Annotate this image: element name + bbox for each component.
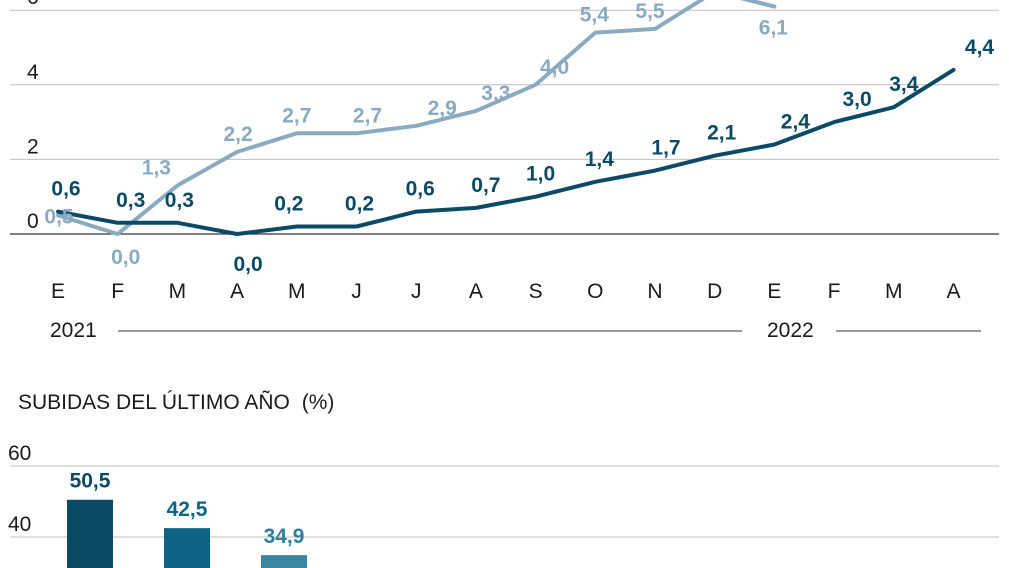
bar — [261, 555, 307, 568]
bar-data-label: 42,5 — [167, 498, 208, 521]
bar-chart-gridlines — [10, 465, 999, 538]
line-data-label-dark: 0,2 — [345, 193, 374, 216]
line-chart-x-tick-label: M — [288, 280, 306, 303]
bar-chart-data-labels: 50,5 42,5 34,9 — [70, 470, 305, 548]
line-chart-x-tick-label: F — [828, 280, 841, 303]
bar-chart: 40 60 50,5 42,5 34,9 — [8, 442, 999, 568]
line-data-label-light: 2,7 — [282, 104, 311, 127]
line-chart-x-tick-label: M — [169, 280, 187, 303]
line-data-label-dark: 1,0 — [526, 163, 555, 186]
bar-data-label: 34,9 — [264, 525, 305, 548]
line-data-label-light: 0,5 — [44, 205, 74, 228]
line-series-dark — [56, 67, 956, 236]
line-chart-y-tick-label: 4 — [27, 61, 39, 84]
line-chart-x-tick-label: E — [767, 280, 781, 303]
year-label-2022: 2022 — [767, 319, 814, 342]
line-chart-x-tick-label: M — [885, 280, 903, 303]
line-chart-year-axis: 2021 2022 — [50, 319, 981, 342]
line-data-label-dark: 0,3 — [165, 189, 194, 212]
line-data-label-dark: 0,2 — [274, 193, 303, 216]
bar-chart-title-text: SUBIDAS DEL ÚLTIMO AÑO — [18, 390, 290, 414]
line-chart-series — [56, 0, 956, 236]
line-chart-gridlines — [10, 9, 999, 235]
year-label-2021: 2021 — [50, 319, 97, 342]
line-data-label-dark: 3,0 — [842, 88, 871, 111]
line-data-label-dark: 2,4 — [781, 110, 811, 133]
line-chart-x-tick-label: N — [647, 280, 662, 303]
line-data-label-light: 4,0 — [540, 56, 569, 79]
line-chart: 0 2 4 6 0,6 0,3 0,3 0,0 0,2 0,2 0,6 0,7 1,0 1,4 1,7 2,… — [10, 0, 999, 342]
bar-chart-title-unit: (%) — [302, 391, 335, 414]
line-data-label-dark: 0,0 — [233, 253, 262, 276]
line-data-label-light: 6,1 — [759, 16, 789, 39]
line-chart-x-tick-label: J — [351, 280, 362, 303]
line-data-label-dark: 0,6 — [51, 178, 80, 201]
line-chart-x-tick-label: A — [946, 280, 960, 303]
line-data-label-light: 3,3 — [481, 82, 510, 105]
line-data-label-dark: 1,4 — [585, 148, 615, 171]
line-data-label-dark: 0,3 — [116, 189, 145, 212]
line-chart-x-tick-label: J — [411, 280, 422, 303]
bar-data-label: 50,5 — [70, 470, 111, 493]
line-chart-x-tick-label: E — [51, 280, 65, 303]
line-data-label-dark: 0,7 — [471, 174, 500, 197]
line-data-label-dark: 0,6 — [406, 178, 435, 201]
bar-chart-title: SUBIDAS DEL ÚLTIMO AÑO (%) — [18, 390, 334, 414]
line-data-label-light: 5,4 — [580, 4, 610, 27]
line-data-label-light: 2,2 — [223, 123, 252, 146]
line-data-label-light: 5,5 — [635, 0, 665, 23]
line-data-label-dark: 1,7 — [651, 137, 680, 160]
line-data-label-light: 2,9 — [428, 97, 457, 120]
line-data-label-dark: 3,4 — [889, 73, 919, 96]
bar-chart-y-tick-label: 40 — [8, 513, 31, 536]
line-chart-x-tick-label: D — [707, 280, 722, 303]
line-data-label-dark: 4,4 — [965, 36, 995, 59]
line-chart-x-tick-label: O — [587, 280, 603, 303]
bar-chart-y-ticks: 40 60 — [8, 442, 31, 536]
line-chart-data-labels: 0,6 0,3 0,3 0,0 0,2 0,2 0,6 0,7 1,0 1,4 1,7 2,1 2,4 3… — [44, 0, 994, 276]
line-chart-x-tick-label: S — [529, 280, 543, 303]
line-chart-y-tick-label: 0 — [27, 210, 39, 233]
line-data-label-dark: 2,1 — [707, 122, 737, 145]
line-series-light — [56, 0, 777, 236]
line-chart-x-tick-label: F — [111, 280, 124, 303]
bar — [67, 499, 113, 568]
line-data-label-light: 0,0 — [111, 246, 140, 269]
line-data-label-light: 1,3 — [142, 157, 171, 180]
line-chart-y-tick-label: 2 — [27, 135, 39, 158]
line-data-label-light: 2,7 — [353, 104, 382, 127]
bar — [164, 528, 210, 568]
line-chart-y-tick-label: 6 — [27, 0, 39, 9]
line-chart-y-ticks: 0 2 4 6 — [27, 0, 39, 233]
bar-chart-y-tick-label: 60 — [8, 442, 31, 465]
bar-chart-bars — [67, 499, 307, 568]
line-chart-x-tick-label: A — [230, 280, 244, 303]
line-chart-x-tick-label: A — [469, 280, 483, 303]
